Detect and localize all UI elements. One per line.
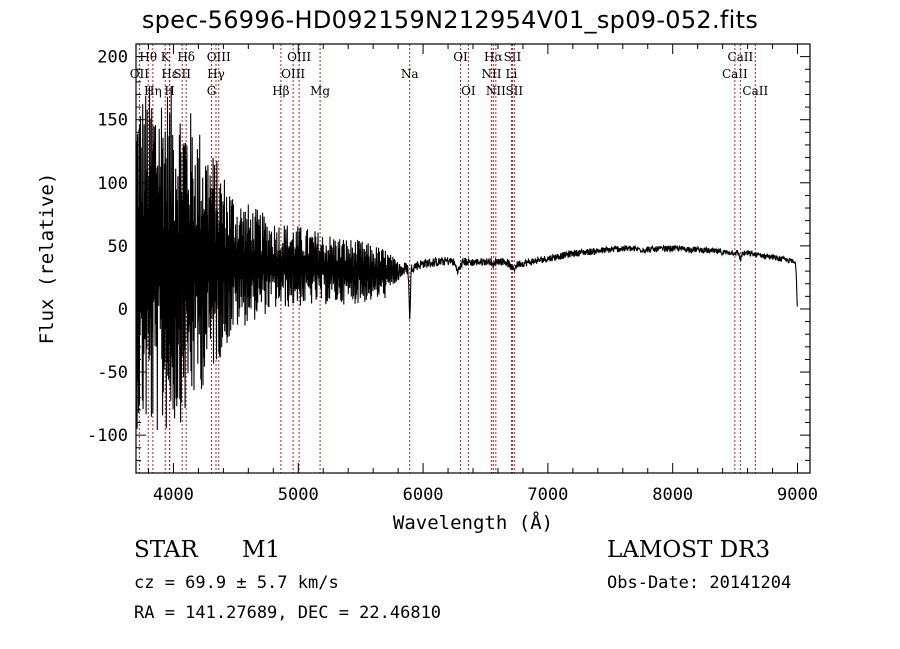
line-label-mg: Mg: [310, 84, 330, 98]
line-label-k: K: [161, 50, 171, 64]
star-subclass: M1: [242, 537, 281, 563]
line-label-hδ: Hδ: [177, 50, 195, 64]
line-label-hγ: Hγ: [207, 67, 225, 81]
line-label-h: H: [164, 84, 174, 98]
line-label-oiii: OIII: [281, 67, 305, 81]
line-marker-layer: OIIHθHηKHHεSIIHδGHγOIIIHβOIIIOIIIMgNaOIO…: [130, 44, 768, 473]
tick-labels: 4000 5000 6000 7000 8000 9000 -100 -50 0 50 100 150…: [87, 48, 818, 505]
line-label-oiii: OIII: [287, 50, 311, 64]
line-label-sii: SII: [173, 67, 191, 81]
x-tick-label: 6000: [403, 485, 444, 505]
line-label-sii: SII: [504, 50, 522, 64]
line-label-hβ: Hβ: [272, 84, 289, 98]
redshift-text: cz = 69.9 ± 5.7 km/s: [134, 573, 339, 593]
y-tick-label: 200: [97, 48, 128, 68]
line-label-hη: Hη: [144, 84, 162, 98]
x-tick-label: 7000: [527, 485, 568, 505]
star-class: STAR: [134, 537, 198, 563]
y-tick-label: -50: [97, 363, 128, 383]
line-label-caii: CaII: [727, 50, 753, 64]
line-label-nii: NII: [486, 84, 506, 98]
chart-title: spec-56996-HD092159N212954V01_sp09-052.f…: [141, 6, 759, 34]
line-label-sii: SII: [505, 84, 523, 98]
line-label-nii: NII: [481, 67, 501, 81]
axis-ticks: [136, 43, 810, 473]
line-label-oii: OII: [130, 67, 150, 81]
survey-name: LAMOST DR3: [607, 537, 771, 563]
y-tick-label: 100: [97, 174, 128, 194]
obs-date-text: Obs-Date: 20141204: [607, 573, 792, 593]
x-tick-label: 4000: [153, 485, 194, 505]
line-label-na: Na: [401, 67, 419, 81]
line-label-oi: OI: [461, 84, 476, 98]
line-label-caii: CaII: [742, 84, 768, 98]
line-label-g: G: [207, 84, 217, 98]
x-tick-label: 9000: [777, 485, 818, 505]
y-tick-label: 50: [108, 237, 128, 257]
x-axis-label: Wavelength (Å): [393, 511, 553, 534]
line-label-hε: Hε: [161, 67, 178, 81]
spectrum-line: [135, 86, 798, 431]
y-tick-label: 150: [97, 111, 128, 131]
coordinates-text: RA = 141.27689, DEC = 22.46810: [134, 603, 442, 623]
line-label-oi: OI: [453, 50, 468, 64]
y-tick-label: -100: [87, 426, 128, 446]
x-tick-label: 8000: [652, 485, 693, 505]
line-label-oiii: OIII: [207, 50, 231, 64]
line-label-hα: Hα: [484, 50, 503, 64]
x-tick-label: 5000: [278, 485, 319, 505]
line-label-li: Li: [506, 67, 518, 81]
y-axis-label: Flux (relative): [36, 173, 58, 345]
y-tick-label: 0: [118, 300, 128, 320]
line-label-caii: CaII: [722, 67, 748, 81]
